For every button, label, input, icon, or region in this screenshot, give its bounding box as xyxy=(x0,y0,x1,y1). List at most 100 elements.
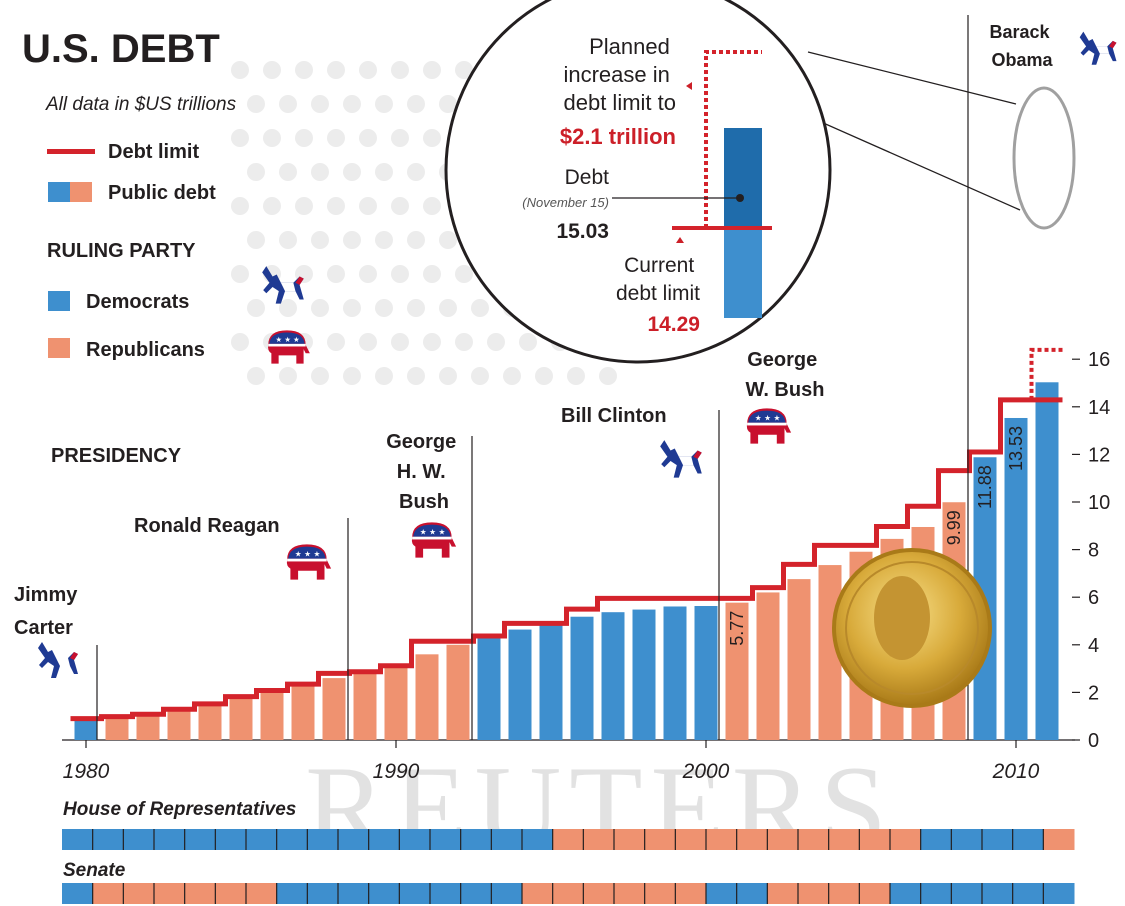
bg-dot xyxy=(359,129,377,147)
y-tick-label: 6 xyxy=(1088,587,1099,609)
congress-segment xyxy=(92,883,124,904)
bg-dot xyxy=(455,333,473,351)
bush-jr-elephant-icon xyxy=(746,408,792,444)
bg-dot xyxy=(231,61,249,79)
inset-debt-marker xyxy=(736,194,744,202)
obama-donkey-icon xyxy=(1079,31,1117,65)
bg-dot xyxy=(375,163,393,181)
callout-connector-top xyxy=(807,51,1017,105)
congress-segment xyxy=(491,829,523,850)
x-tick-label: 2000 xyxy=(682,760,730,783)
president-label-carter: Jimmy Carter xyxy=(14,584,83,639)
congress-segment xyxy=(1043,883,1075,904)
congress-segment xyxy=(614,829,646,850)
congress-segment xyxy=(1012,883,1044,904)
congress-segment xyxy=(123,829,155,850)
bg-dot xyxy=(263,197,281,215)
bg-dot xyxy=(439,299,457,317)
congress-segment xyxy=(307,883,339,904)
inset-current-text: Current debt limit xyxy=(616,254,700,305)
presidency-heading: PRESIDENCY xyxy=(51,445,182,467)
congress-segment xyxy=(1012,829,1044,850)
inset-planned-limit xyxy=(704,50,762,228)
senate-party-strip xyxy=(62,883,1075,904)
ruling-party-legend: RULING PARTY Democrats Republicans PRESI… xyxy=(47,240,310,467)
president-label-clinton: Bill Clinton xyxy=(561,405,667,427)
bg-dot xyxy=(231,333,249,351)
bg-dot xyxy=(263,61,281,79)
bg-dot xyxy=(535,367,553,385)
bg-dot xyxy=(439,231,457,249)
bar-1994 xyxy=(508,629,532,740)
inset-debt-label: Debt xyxy=(565,166,610,189)
bg-dot xyxy=(295,61,313,79)
legend: Debt limit Public debt xyxy=(47,141,216,204)
bg-dot xyxy=(311,163,329,181)
congress-segment xyxy=(368,883,400,904)
bg-dot xyxy=(247,95,265,113)
congress-segment xyxy=(583,883,615,904)
congress-segment xyxy=(828,883,860,904)
bg-dot xyxy=(231,197,249,215)
bg-dot xyxy=(343,95,361,113)
bg-dot xyxy=(359,265,377,283)
bar-1984 xyxy=(198,702,222,740)
bar-1995 xyxy=(539,622,563,740)
y-tick-label: 8 xyxy=(1088,540,1099,562)
congress-segment xyxy=(675,829,707,850)
congress-segment xyxy=(859,883,891,904)
bg-dot xyxy=(375,367,393,385)
y-tick-label: 0 xyxy=(1088,730,1099,752)
bg-dot xyxy=(247,231,265,249)
bg-dot xyxy=(487,333,505,351)
inset-planned-value: $2.1 trillion xyxy=(560,124,676,149)
congress-segment xyxy=(522,883,554,904)
bg-dot xyxy=(407,231,425,249)
debt-limit-line xyxy=(70,397,1063,722)
bar-2011 xyxy=(1035,382,1059,740)
inset-current-value: 14.29 xyxy=(647,313,700,336)
value-label-2008: 9.99 xyxy=(944,510,964,545)
congress-segment xyxy=(184,883,216,904)
bg-dot xyxy=(295,197,313,215)
bg-dot xyxy=(423,265,441,283)
planned-debt-limit-line xyxy=(1029,347,1063,400)
bg-dot xyxy=(423,61,441,79)
congress-segment xyxy=(1043,829,1075,850)
congress-segment xyxy=(798,829,830,850)
bg-dot xyxy=(423,333,441,351)
congress-segment xyxy=(614,883,646,904)
congress-segment xyxy=(123,883,155,904)
y-tick-label: 2 xyxy=(1088,682,1099,704)
congress-segment xyxy=(920,883,952,904)
x-tick-label: 1990 xyxy=(373,760,420,783)
congress-segment xyxy=(859,829,891,850)
bg-dot xyxy=(247,163,265,181)
bg-dot xyxy=(279,163,297,181)
y-tick-label: 4 xyxy=(1088,635,1099,657)
congress-segment xyxy=(522,829,554,850)
bg-dot xyxy=(263,129,281,147)
congress-segment xyxy=(828,829,860,850)
bg-dot xyxy=(295,129,313,147)
legend-debt-limit-label: Debt limit xyxy=(108,141,199,163)
bar-2010 xyxy=(1004,417,1028,740)
bg-dot xyxy=(423,129,441,147)
bar-2000 xyxy=(694,606,718,740)
congress-segment xyxy=(552,829,584,850)
bar-1981 xyxy=(105,716,129,740)
congress-segment xyxy=(154,829,186,850)
bar-1986 xyxy=(260,689,284,740)
bg-dot xyxy=(391,61,409,79)
congress-segment xyxy=(736,829,768,850)
clinton-donkey-icon xyxy=(660,440,702,478)
congress-segment xyxy=(982,883,1014,904)
watermark: REUTERS xyxy=(305,741,894,874)
bg-dot xyxy=(359,333,377,351)
ruling-party-heading: RULING PARTY xyxy=(47,240,196,262)
legend-public-debt-swatch-rep xyxy=(70,182,92,202)
y-tick-label: 14 xyxy=(1088,397,1110,419)
congress-segment xyxy=(215,829,247,850)
bar-1985 xyxy=(229,696,253,740)
president-label-bush-sr: George H. W. Bush xyxy=(386,431,462,513)
